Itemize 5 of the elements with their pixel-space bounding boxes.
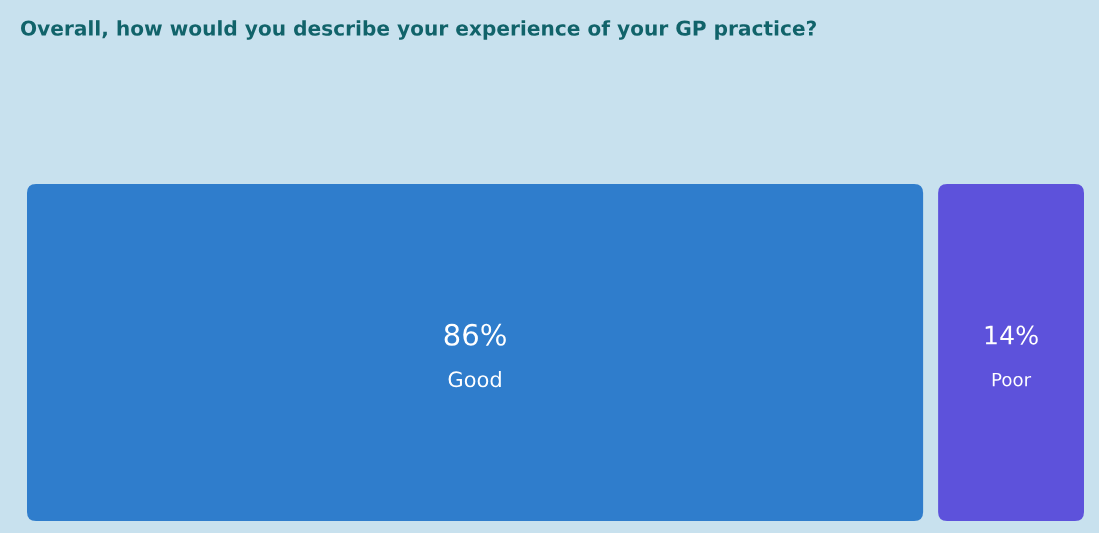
category-label: Good: [448, 370, 501, 388]
data-label: 86%: [444, 323, 506, 346]
category-label: Poor: [992, 372, 1032, 387]
data-label: 14%: [985, 325, 1038, 345]
text: Overall, how would you describe your experience of your GP practice?: [21, 20, 816, 40]
